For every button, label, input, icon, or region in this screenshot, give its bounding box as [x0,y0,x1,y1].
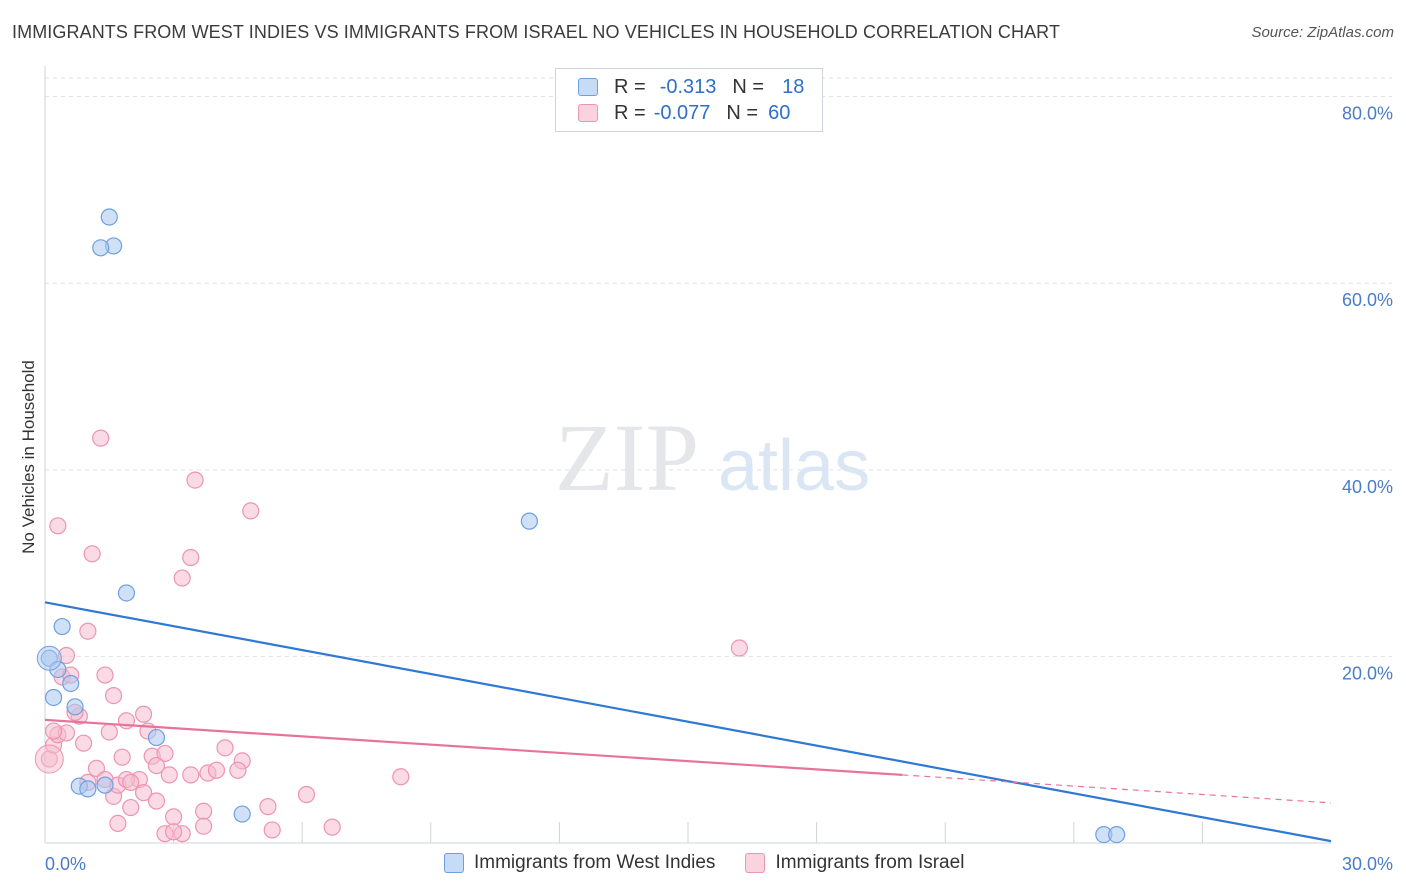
data-point-west-indies [53,617,71,636]
data-point-west-indies [520,512,538,530]
data-point-israel [74,734,93,752]
legend-label-israel: Immigrants from Israel [775,852,965,873]
data-point-west-indies-large [36,645,62,671]
data-point-israel [263,821,281,839]
legend-n-value: 18 [782,75,805,98]
data-point-israel [323,818,341,836]
data-point-israel [173,569,191,587]
data-point-israel [156,744,174,763]
data-point-west-indies [100,208,118,226]
data-point-israel [109,814,127,833]
y-tick-label: 60.0% [1342,290,1393,310]
data-point-israel [182,766,200,784]
data-point-west-indies [79,780,97,798]
legend-n-label: N = [732,75,765,98]
y-tick-label: 80.0% [1342,104,1393,124]
legend-swatch-pink [578,104,598,122]
legend-row-west-indies: R = -0.313 N = 18 [578,75,804,99]
data-point-israel [242,502,260,520]
data-point-west-indies [44,688,63,707]
data-point-israel [229,761,247,779]
legend-row-israel: R = -0.077 N = 60 [578,101,790,125]
chart-title: IMMIGRANTS FROM WEST INDIES VS IMMIGRANT… [12,22,1061,42]
legend-r-label: R = [614,101,646,124]
legend-r-value: -0.313 [659,75,717,98]
y-axis-label: No Vehicles in Household [19,360,38,554]
watermark: ZIP atlas [555,404,870,511]
data-point-israel [186,471,204,489]
y-tick-label: 20.0% [1342,663,1393,683]
data-point-israel [79,622,97,640]
data-point-israel [182,548,200,567]
data-point-israel [83,545,101,563]
data-point-israel [49,517,67,535]
data-point-israel [122,773,140,791]
data-point-israel [259,798,277,816]
data-point-west-indies [117,584,136,602]
y-tick-label: 40.0% [1342,477,1393,497]
trend-line-israel-extrapolated [902,774,1332,804]
data-point-israel [96,666,114,684]
data-point-israel [195,802,213,820]
trend-lines [44,601,1332,843]
data-point-israel [195,817,213,835]
data-point-israel [165,823,183,841]
watermark-zip: ZIP [555,404,699,511]
data-point-west-indies [92,239,110,257]
data-point-israel [134,784,153,802]
data-point-israel [216,739,234,757]
series-legend: Immigrants from West Indies Immigrants f… [444,852,994,874]
legend-item-west-indies: Immigrants from West Indies [444,852,715,874]
data-point-west-indies [66,698,84,716]
data-point-israel [730,639,749,657]
data-point-israel [100,723,118,741]
data-point-west-indies [96,776,114,794]
data-point-israel [113,748,131,766]
data-point-west-indies [62,674,80,693]
trend-line-west-indies [44,601,1332,843]
data-point-israel [165,808,183,826]
data-point-west-indies [147,728,166,747]
correlation-legend: R = -0.313 N = 18 R = -0.077 N = 60 [555,68,823,132]
legend-r-label: R = [614,75,646,98]
data-point-israel [160,766,178,784]
legend-swatch-blue [444,853,464,873]
legend-label-west-indies: Immigrants from West Indies [474,852,716,873]
legend-item-israel: Immigrants from Israel [745,852,964,874]
data-point-israel [297,785,316,804]
data-point-israel [104,686,123,705]
data-point-west-indies [233,805,251,823]
data-point-israel [134,705,153,723]
watermark-atlas: atlas [718,426,870,506]
x-tick-label: 0.0% [45,854,86,874]
data-point-israel [207,761,226,779]
data-point-israel [147,792,166,810]
trend-line-israel [44,718,903,776]
legend-n-label: N = [726,101,759,124]
legend-r-value: -0.077 [653,101,711,124]
data-point-israel [44,722,63,740]
data-point-israel-large [34,744,64,774]
data-point-israel [147,756,166,775]
data-point-israel [122,798,140,817]
source-label: Source: ZipAtlas.com [1251,24,1394,41]
legend-n-value: 60 [768,101,791,124]
tick-labels: 20.0% 40.0% 60.0% 80.0% 0.0% 30.0% [45,104,1393,874]
data-point-israel [392,768,410,786]
data-points [34,208,1126,844]
legend-swatch-blue [578,78,598,96]
grid-lines [45,77,1392,657]
x-tick-label: 30.0% [1342,854,1393,874]
data-point-west-indies [1108,826,1126,844]
data-point-israel [92,429,110,447]
legend-swatch-pink [745,853,766,873]
